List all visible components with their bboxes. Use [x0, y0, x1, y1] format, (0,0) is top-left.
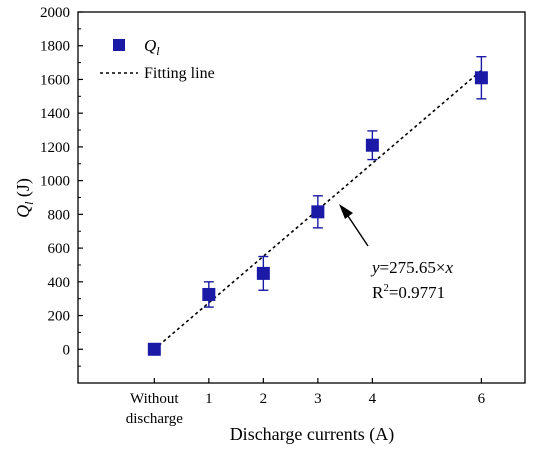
y-tick-label: 1000: [40, 174, 70, 190]
x-tick-label: 4: [369, 391, 377, 407]
y-tick-label: 2000: [40, 5, 70, 21]
data-point: [311, 205, 325, 219]
data-point: [474, 71, 488, 85]
y-tick-label: 800: [48, 207, 71, 223]
y-tick-label: 200: [48, 309, 71, 325]
x-tick-label: 2: [260, 391, 268, 407]
legend: Ql Fitting line: [100, 36, 215, 82]
r-squared: R2=0.9771: [372, 282, 445, 302]
y-tick-label: 1800: [40, 39, 70, 55]
fit-equation: y=275.65×x: [370, 258, 453, 277]
x-axis: Without discharge 1 2 3 4 6: [126, 378, 486, 427]
y-tick-label: 0: [63, 342, 71, 358]
y-tick-label: 400: [48, 275, 71, 291]
data-point: [256, 266, 270, 280]
data-layer: [147, 55, 488, 356]
data-point: [147, 342, 161, 356]
data-point: [202, 287, 216, 301]
y-tick-label: 1600: [40, 72, 70, 88]
data-point: [365, 138, 379, 152]
fit-annotation: y=275.65×x R2=0.9771: [339, 204, 453, 302]
y-tick-label: 1400: [40, 106, 70, 122]
x-tick-label: 1: [205, 391, 213, 407]
annotation-arrowhead: [339, 204, 353, 219]
x-tick-label: 3: [314, 391, 322, 407]
legend-marker-square: [113, 39, 125, 51]
x-tick-label: discharge: [126, 411, 184, 427]
x-tick-label: Without: [130, 391, 179, 407]
legend-series-label: Ql: [144, 36, 160, 58]
x-axis-title: Discharge currents (A): [230, 424, 395, 445]
y-axis: 0 200 400 600 800 1000 1200 1400 1600 1800 2000: [40, 5, 83, 367]
y-axis-title: Ql (J): [13, 178, 36, 218]
x-tick-label: 6: [478, 391, 486, 407]
y-tick-label: 600: [48, 241, 71, 257]
legend-fit-label: Fitting line: [144, 65, 215, 82]
y-tick-label: 1200: [40, 140, 70, 156]
